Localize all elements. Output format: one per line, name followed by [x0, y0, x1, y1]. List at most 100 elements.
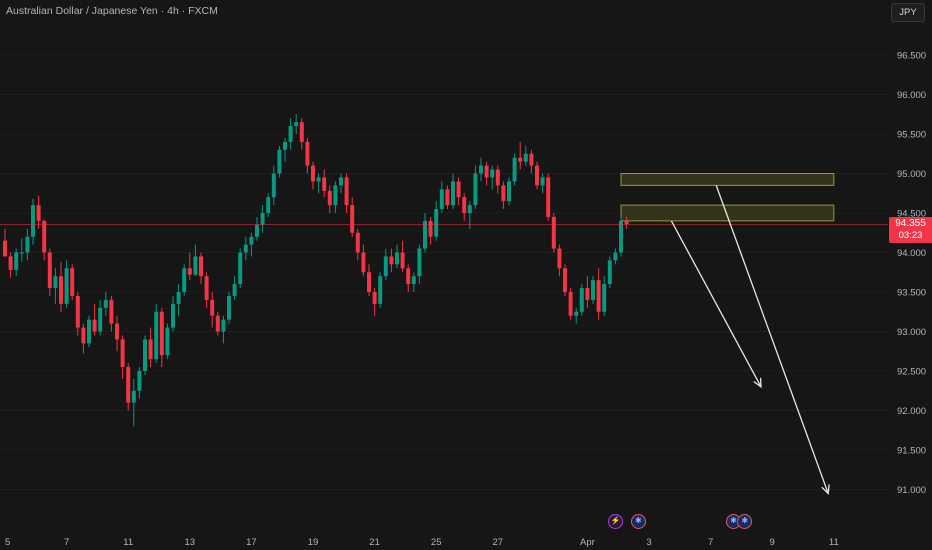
candle-body — [137, 371, 142, 391]
projection-arrow-line — [715, 185, 829, 494]
resistance-zone — [620, 173, 835, 186]
candle-body — [607, 260, 612, 285]
currency-button[interactable]: JPY — [891, 3, 925, 22]
candle-body — [187, 268, 192, 275]
candle-body — [64, 268, 69, 304]
candle-body — [484, 165, 489, 178]
price-axis[interactable]: 96.500 96.000 95.500 95.000 94.500 94.000 93.5… — [897, 51, 926, 497]
flag-australia-icon[interactable]: ✱ — [737, 514, 753, 529]
candle-body — [339, 177, 343, 186]
candle-body — [148, 339, 153, 360]
symbol-title: Australian Dollar / Japanese Yen · 4h · … — [6, 5, 218, 17]
candle-body — [439, 189, 444, 210]
candle-body — [585, 288, 590, 300]
flag-australia-icon[interactable]: ✱ — [630, 514, 646, 529]
candle-body — [36, 205, 41, 221]
time-tick-label: Apr — [580, 537, 595, 548]
candle-body — [400, 252, 405, 269]
candle-body — [305, 141, 310, 166]
candle-body — [283, 141, 287, 150]
candle-body — [619, 220, 623, 253]
candle-body — [523, 153, 528, 162]
candle-body — [109, 299, 114, 324]
price-tick-label: 95.500 — [897, 130, 926, 141]
candle-body — [473, 173, 478, 206]
price-tick-label: 94.000 — [897, 248, 926, 259]
candle-body — [367, 272, 371, 292]
candle-body — [546, 177, 551, 217]
candle-body — [165, 327, 170, 356]
price-tick-label: 96.000 — [897, 90, 926, 101]
price-tick-label: 91.500 — [897, 446, 926, 457]
price-tick-label: 93.000 — [897, 327, 926, 338]
price-tick-label: 95.000 — [897, 169, 926, 180]
candle-body — [288, 126, 293, 142]
lightning-icon[interactable]: ⚡ — [608, 514, 624, 529]
candle-body — [518, 157, 523, 162]
price-tick-label: 96.500 — [897, 51, 926, 62]
candle-body — [417, 248, 422, 277]
candle-body — [232, 284, 237, 296]
candle-body — [176, 292, 181, 304]
candle-body — [383, 256, 388, 277]
candle-body — [260, 213, 265, 225]
candle-body — [243, 244, 248, 253]
candle-body — [8, 256, 13, 270]
price-tick-label: 92.500 — [897, 367, 926, 378]
candle-body — [14, 252, 19, 270]
candle-body — [355, 232, 360, 253]
price-tick-label: 93.500 — [897, 288, 926, 299]
candle-body — [512, 157, 517, 182]
candle-body — [535, 165, 539, 186]
candle-body — [277, 149, 282, 174]
candle-body — [551, 216, 556, 249]
candle-body — [490, 169, 495, 178]
candle-body — [613, 252, 618, 261]
price-tick-label: 94.500 — [897, 209, 926, 220]
candle-body — [215, 315, 220, 332]
candle-body — [428, 220, 433, 237]
candle-body — [579, 288, 584, 312]
time-tick-label: 17 — [246, 537, 257, 548]
candle-body — [210, 299, 215, 316]
candle-body — [316, 177, 321, 182]
candle-body — [451, 181, 455, 206]
candle-body — [42, 220, 47, 253]
candle-body — [495, 169, 500, 186]
candle-body — [361, 252, 366, 273]
candle-body — [456, 181, 461, 198]
time-tick-label: 19 — [308, 537, 319, 548]
last-price-tag: 94.355 03:23 — [889, 217, 932, 243]
candle-body — [333, 185, 338, 206]
arrow-head — [753, 377, 762, 389]
candle-body — [70, 268, 75, 296]
candle-body — [445, 189, 450, 206]
grid-layer — [0, 54, 888, 490]
candle-body — [602, 284, 607, 312]
candle-body — [126, 367, 131, 403]
candle-body — [327, 190, 332, 206]
candle-body — [131, 390, 136, 403]
candle-body — [462, 197, 467, 213]
candle-body — [103, 299, 108, 308]
time-tick-label: 7 — [708, 537, 713, 548]
time-tick-label: 11 — [829, 537, 839, 548]
price-tick-label: 92.000 — [897, 406, 926, 417]
candle-body — [591, 280, 595, 300]
time-axis[interactable]: 5 7 11 13 17 19 21 25 27 Apr 3 7 9 11 — [5, 537, 839, 548]
candle-body — [423, 220, 427, 249]
candle-body — [92, 319, 97, 332]
candlestick-series — [3, 114, 629, 427]
time-tick-label: 11 — [123, 537, 133, 548]
candle-body — [159, 311, 164, 356]
candle-body — [311, 165, 315, 182]
candle-body — [154, 311, 159, 360]
candle-body — [115, 323, 119, 340]
candle-body — [563, 268, 567, 292]
candle-body — [182, 268, 187, 292]
time-tick-label: 13 — [185, 537, 196, 548]
candle-body — [53, 276, 58, 289]
candle-body — [568, 292, 573, 316]
candle-body — [227, 295, 231, 320]
